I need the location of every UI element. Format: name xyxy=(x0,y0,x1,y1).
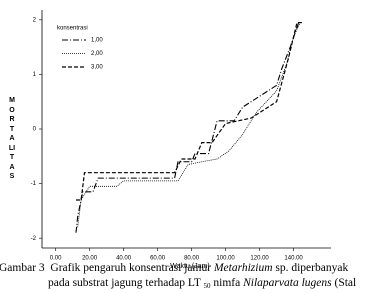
caption-text: sp. diperbanyak xyxy=(272,262,349,274)
caption-text: pada substrat jagung terhadap LT xyxy=(48,277,204,289)
x-tick-label: 100.00 xyxy=(216,256,235,262)
x-tick-label: 60.00 xyxy=(150,256,166,262)
x-tick-label: 140.00 xyxy=(284,256,303,262)
chart: Waktu (Jam) konsentrasi 2 1 0 -1 -2 0.00 20.00… xyxy=(31,10,331,270)
y-tick-label: 2 xyxy=(33,17,37,23)
y-tick-label: -1 xyxy=(31,181,37,187)
x-tick-label: 20.00 xyxy=(82,256,98,262)
x-tick-label: 0.00 xyxy=(50,256,62,262)
x-axis-label: Waktu (Jam) xyxy=(170,263,209,270)
caption-text: 50 xyxy=(203,282,211,290)
series-line xyxy=(75,22,303,233)
x-tick-label: 120.00 xyxy=(250,256,269,262)
y-tick-label: -2 xyxy=(31,236,37,242)
caption-line: Gambar 3 Grafik pengaruh konsentrasi jam… xyxy=(0,261,348,275)
legend-label: 3,00 xyxy=(91,65,103,71)
series-line xyxy=(76,21,303,201)
caption-text: nimfa xyxy=(210,277,244,289)
caption-text: (Stal xyxy=(331,277,357,289)
caption-text: Grafik pengaruh konsentrasi jamur xyxy=(50,262,214,274)
y-axis-label: MORTALITAS xyxy=(8,97,16,180)
y-tick-label: 0 xyxy=(33,127,37,133)
caption-text: Nilaparvata lugens xyxy=(243,277,332,289)
legend-title: konsentrasi xyxy=(57,26,88,32)
y-tick-label: 1 xyxy=(33,72,37,78)
caption-text: Metarhizium xyxy=(213,262,273,274)
legend-label: 2,00 xyxy=(91,51,103,57)
x-tick-label: 80.00 xyxy=(184,256,200,262)
page: Waktu (Jam) konsentrasi 2 1 0 -1 -2 0.00 20.00… xyxy=(0,10,357,290)
legend-label: 1,00 xyxy=(91,38,103,44)
caption-line: pada substrat jagung terhadap LT 50 nimf… xyxy=(48,276,356,293)
series-line xyxy=(77,22,301,228)
x-tick-label: 40.00 xyxy=(116,256,132,262)
caption-label: Gambar 3 xyxy=(0,262,45,274)
